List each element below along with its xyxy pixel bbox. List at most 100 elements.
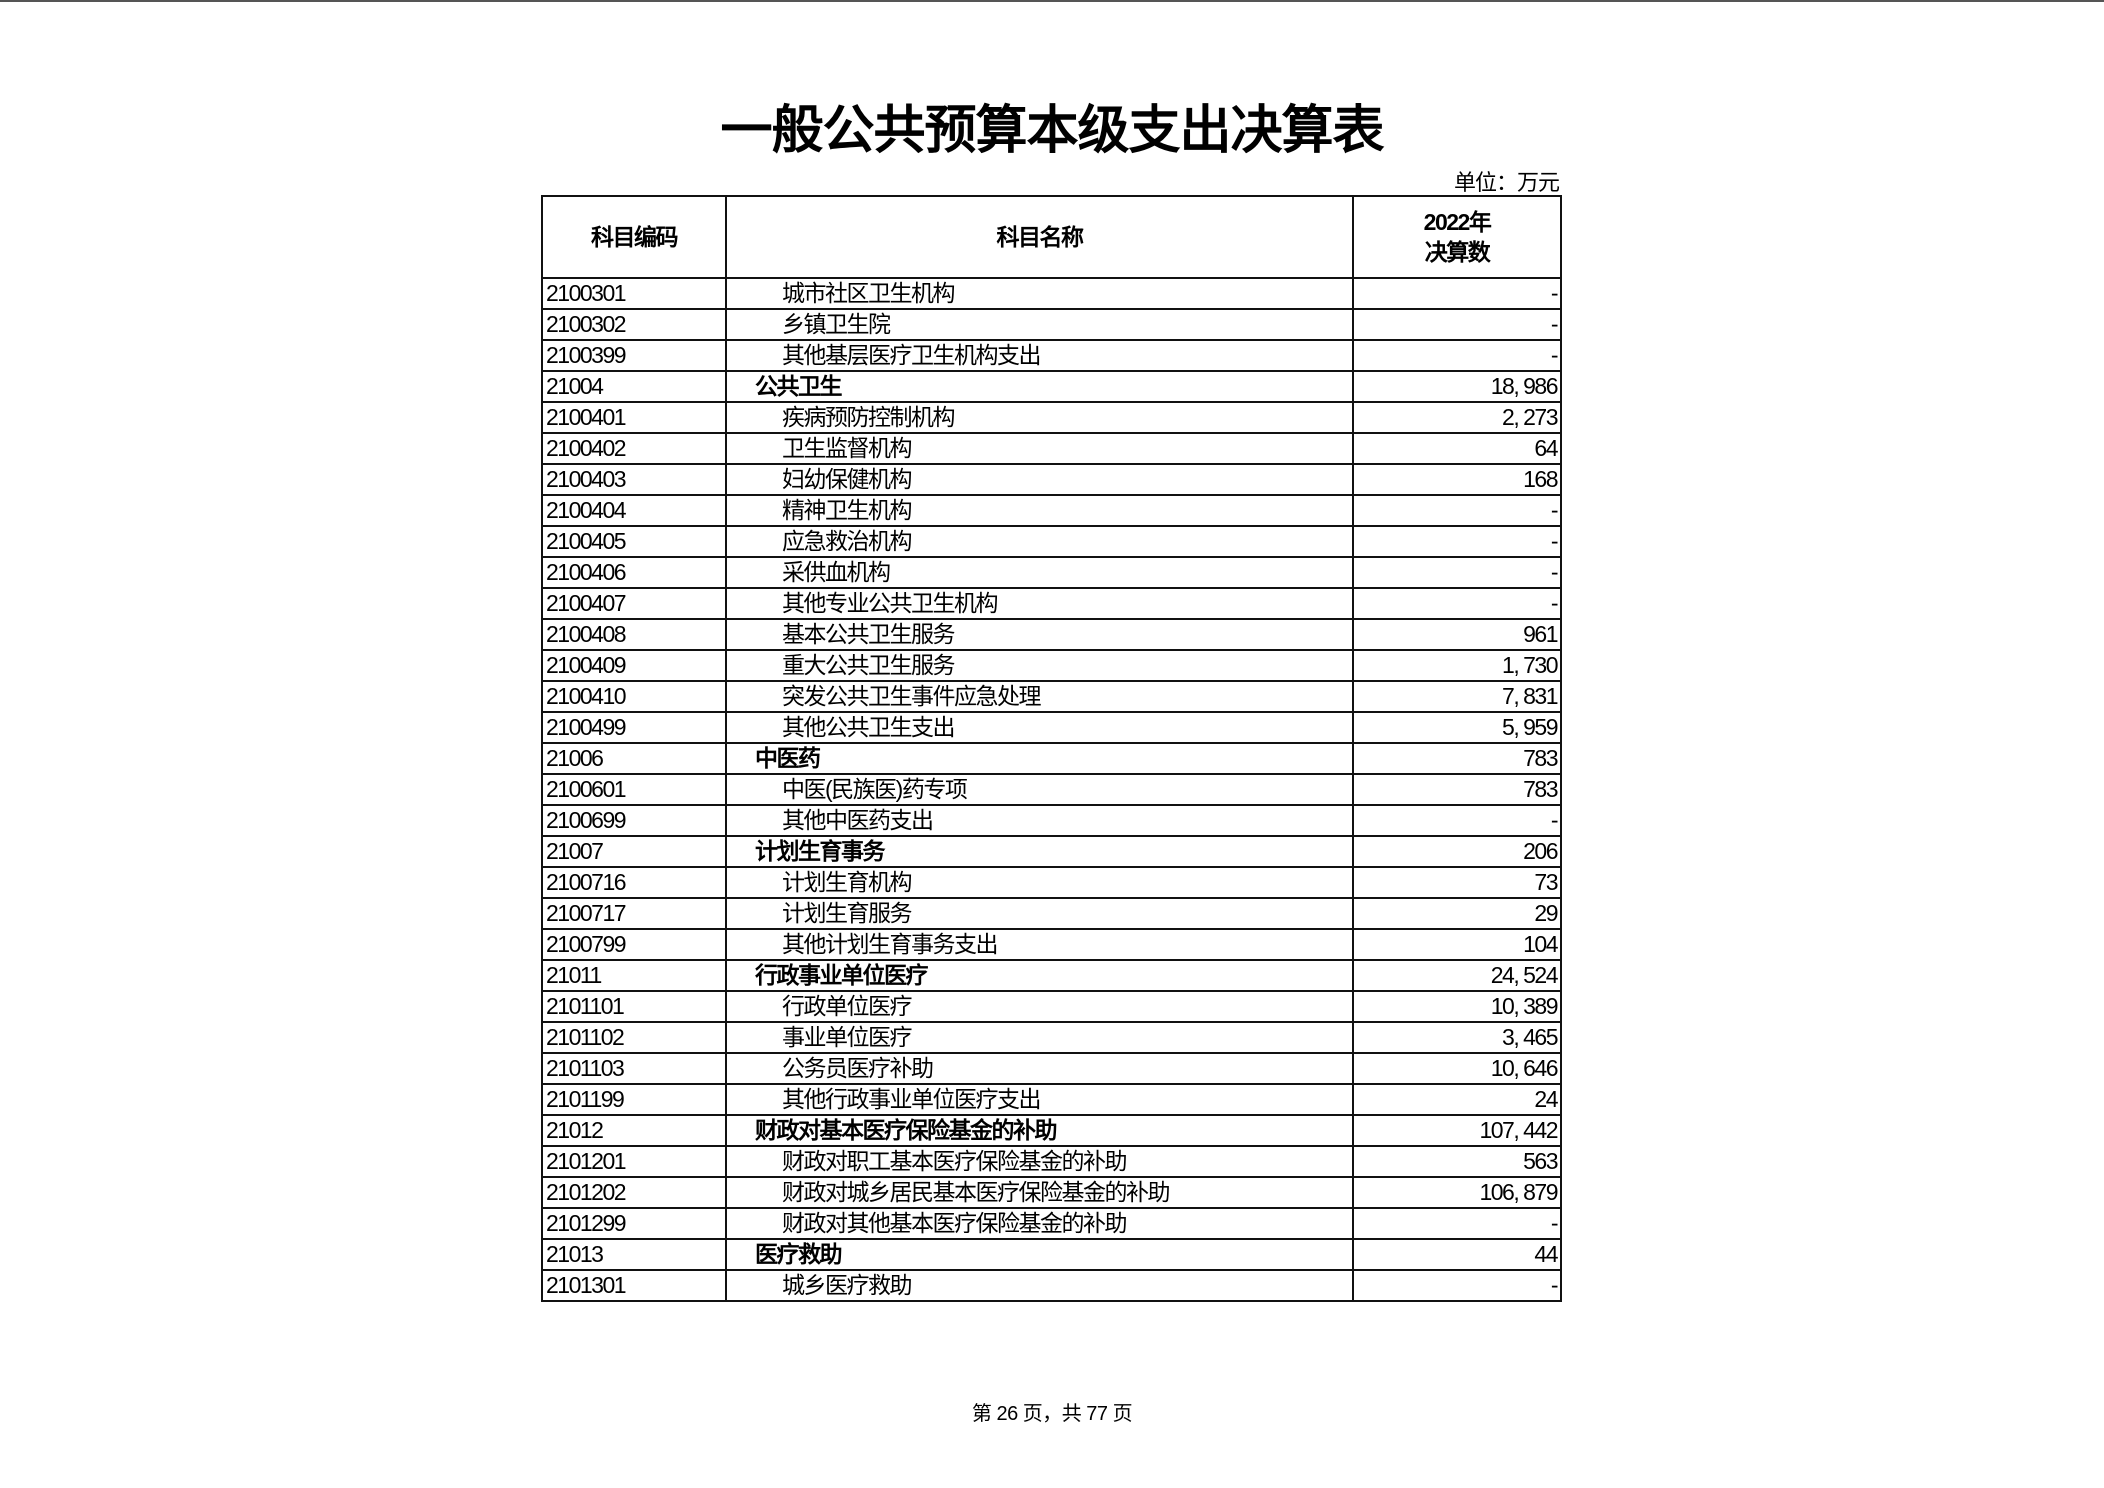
header-amount: 2022年 决算数	[1352, 195, 1562, 279]
cell-value: 10, 389	[1352, 990, 1562, 1023]
cell-name: 城乡医疗救助	[725, 1269, 1354, 1302]
cell-code: 2100408	[541, 618, 727, 651]
cell-code: 2100407	[541, 587, 727, 620]
cell-code: 2100301	[541, 277, 727, 310]
cell-value: -	[1352, 339, 1562, 372]
page-top-border	[0, 0, 2104, 2]
cell-code: 2101102	[541, 1021, 727, 1054]
cell-code: 2100402	[541, 432, 727, 465]
cell-name: 行政事业单位医疗	[725, 959, 1354, 992]
cell-code: 2101201	[541, 1145, 727, 1178]
table-row: 2100499 其他公共卫生支出 5, 959	[541, 711, 1562, 744]
cell-name: 计划生育机构	[725, 866, 1354, 899]
cell-name: 计划生育服务	[725, 897, 1354, 930]
cell-value: 206	[1352, 835, 1562, 868]
cell-name: 应急救治机构	[725, 525, 1354, 558]
cell-code: 2100601	[541, 773, 727, 806]
budget-table: 科目编码 科目名称 2022年 决算数 2100301 城市社区卫生机构 -21003…	[541, 195, 1562, 1302]
cell-name: 计划生育事务	[725, 835, 1354, 868]
table-row: 2100403 妇幼保健机构 168	[541, 463, 1562, 496]
cell-value: -	[1352, 525, 1562, 558]
cell-name: 事业单位医疗	[725, 1021, 1354, 1054]
table-row: 2100405 应急救治机构 -	[541, 525, 1562, 558]
table-row: 21004 公共卫生 18, 986	[541, 370, 1562, 403]
cell-name: 基本公共卫生服务	[725, 618, 1354, 651]
cell-code: 21006	[541, 742, 727, 775]
cell-code: 2100302	[541, 308, 727, 341]
table-row: 2100799 其他计划生育事务支出 104	[541, 928, 1562, 961]
table-row: 21006 中医药 783	[541, 742, 1562, 775]
cell-value: 783	[1352, 742, 1562, 775]
cell-code: 2100716	[541, 866, 727, 899]
cell-code: 2101101	[541, 990, 727, 1023]
header-name: 科目名称	[725, 195, 1354, 279]
cell-name: 精神卫生机构	[725, 494, 1354, 527]
cell-value: 961	[1352, 618, 1562, 651]
cell-name: 疾病预防控制机构	[725, 401, 1354, 434]
cell-code: 21012	[541, 1114, 727, 1147]
cell-value: 106, 879	[1352, 1176, 1562, 1209]
cell-code: 2101299	[541, 1207, 727, 1240]
cell-name: 财政对城乡居民基本医疗保险基金的补助	[725, 1176, 1354, 1209]
table-row: 2101102 事业单位医疗 3, 465	[541, 1021, 1562, 1054]
header-amount-label: 决算数	[1424, 239, 1491, 265]
cell-value: 3, 465	[1352, 1021, 1562, 1054]
cell-code: 21004	[541, 370, 727, 403]
cell-code: 2100699	[541, 804, 727, 837]
table-row: 21013 医疗救助 44	[541, 1238, 1562, 1271]
cell-code: 2100717	[541, 897, 727, 930]
table-row: 21011 行政事业单位医疗 24, 524	[541, 959, 1562, 992]
table-row: 2100409 重大公共卫生服务 1, 730	[541, 649, 1562, 682]
cell-code: 2100499	[541, 711, 727, 744]
table-row: 2100399 其他基层医疗卫生机构支出 -	[541, 339, 1562, 372]
cell-code: 2100403	[541, 463, 727, 496]
cell-value: 24	[1352, 1083, 1562, 1116]
page-number: 第 26 页，共 77 页	[971, 1403, 1133, 1425]
cell-code: 2100399	[541, 339, 727, 372]
table-row: 2100404 精神卫生机构 -	[541, 494, 1562, 527]
cell-name: 卫生监督机构	[725, 432, 1354, 465]
cell-name: 妇幼保健机构	[725, 463, 1354, 496]
cell-name: 其他行政事业单位医疗支出	[725, 1083, 1354, 1116]
table-row: 2101299 财政对其他基本医疗保险基金的补助 -	[541, 1207, 1562, 1240]
cell-value: 2, 273	[1352, 401, 1562, 434]
cell-value: 168	[1352, 463, 1562, 496]
table-row: 2100410 突发公共卫生事件应急处理 7, 831	[541, 680, 1562, 713]
cell-name: 其他公共卫生支出	[725, 711, 1354, 744]
table-row: 2101103 公务员医疗补助 10, 646	[541, 1052, 1562, 1085]
table-row: 2101201 财政对职工基本医疗保险基金的补助 563	[541, 1145, 1562, 1178]
table-row: 2100406 采供血机构 -	[541, 556, 1562, 589]
cell-name: 其他中医药支出	[725, 804, 1354, 837]
cell-name: 乡镇卫生院	[725, 308, 1354, 341]
table-row: 2101301 城乡医疗救助 -	[541, 1269, 1562, 1302]
cell-code: 2100401	[541, 401, 727, 434]
cell-value: 29	[1352, 897, 1562, 930]
table-row: 2100408 基本公共卫生服务 961	[541, 618, 1562, 651]
cell-name: 公务员医疗补助	[725, 1052, 1354, 1085]
cell-value: -	[1352, 277, 1562, 310]
cell-code: 2100404	[541, 494, 727, 527]
header-code: 科目编码	[541, 195, 727, 279]
table-row: 2100699 其他中医药支出 -	[541, 804, 1562, 837]
cell-name: 中医(民族医)药专项	[725, 773, 1354, 806]
cell-name: 重大公共卫生服务	[725, 649, 1354, 682]
cell-value: -	[1352, 308, 1562, 341]
cell-value: 563	[1352, 1145, 1562, 1178]
cell-value: 18, 986	[1352, 370, 1562, 403]
cell-value: 24, 524	[1352, 959, 1562, 992]
cell-value: -	[1352, 1269, 1562, 1302]
cell-name: 其他计划生育事务支出	[725, 928, 1354, 961]
table-header-row: 科目编码 科目名称 2022年 决算数	[541, 195, 1562, 279]
cell-name: 其他专业公共卫生机构	[725, 587, 1354, 620]
table-row: 2100302 乡镇卫生院 -	[541, 308, 1562, 341]
table-row: 2101199 其他行政事业单位医疗支出 24	[541, 1083, 1562, 1116]
cell-name: 中医药	[725, 742, 1354, 775]
cell-name: 行政单位医疗	[725, 990, 1354, 1023]
cell-name: 突发公共卫生事件应急处理	[725, 680, 1354, 713]
cell-code: 21013	[541, 1238, 727, 1271]
cell-name: 财政对其他基本医疗保险基金的补助	[725, 1207, 1354, 1240]
table-row: 2101101 行政单位医疗 10, 389	[541, 990, 1562, 1023]
cell-value: -	[1352, 494, 1562, 527]
cell-name: 城市社区卫生机构	[725, 277, 1354, 310]
table-row: 2100301 城市社区卫生机构 -	[541, 277, 1562, 310]
